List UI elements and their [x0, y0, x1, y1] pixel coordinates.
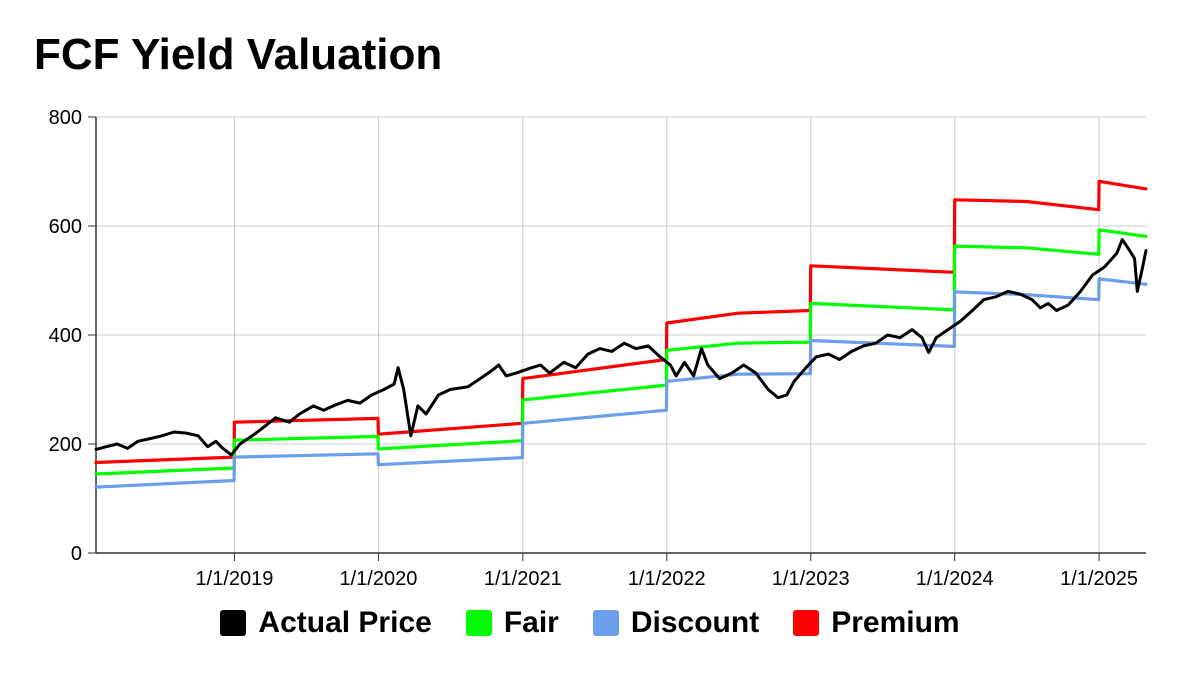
y-tick-label-400: 400	[49, 325, 82, 347]
y-tick-label-0: 0	[71, 543, 82, 565]
y-tick-label-200: 200	[49, 434, 82, 456]
legend-swatch-actual-price	[220, 610, 247, 636]
series-line-fair	[94, 228, 1148, 476]
x-tick-label-4: 1/1/2023	[772, 568, 850, 590]
legend: Actual Price Fair Discount Premium	[0, 606, 1180, 640]
y-tick-label-800: 800	[49, 107, 82, 129]
series-line-discount	[94, 277, 1148, 489]
x-tick-label-6: 1/1/2025	[1060, 568, 1138, 590]
legend-swatch-fair	[465, 610, 492, 636]
x-tick-label-0: 1/1/2019	[196, 568, 274, 590]
legend-swatch-discount	[592, 610, 619, 636]
x-tick-label-2: 1/1/2021	[484, 568, 562, 590]
tick-labels: 0 200 400 600 800 1/1/2019 1/1/2020 1/1/2021 1/1…	[49, 107, 1138, 590]
gridlines	[96, 116, 1146, 553]
legend-label-discount: Discount	[630, 606, 760, 639]
series-line-premium	[94, 179, 1148, 465]
legend-item-discount[interactable]: Discount	[592, 606, 760, 640]
series-lines	[94, 179, 1148, 489]
legend-item-actual-price[interactable]: Actual Price	[220, 606, 432, 640]
legend-item-fair[interactable]: Fair	[465, 606, 559, 640]
axes	[88, 116, 1146, 561]
legend-label-fair: Fair	[503, 606, 559, 639]
legend-label-premium: Premium	[831, 606, 960, 639]
legend-label-actual-price: Actual Price	[258, 606, 432, 639]
series-line-actual-price	[94, 238, 1148, 457]
x-tick-label-1: 1/1/2020	[339, 568, 417, 590]
chart-title: FCF Yield Valuation	[34, 30, 443, 79]
x-tick-label-5: 1/1/2024	[916, 568, 994, 590]
x-tick-label-3: 1/1/2022	[628, 568, 706, 590]
y-tick-label-600: 600	[49, 216, 82, 238]
legend-item-premium[interactable]: Premium	[793, 606, 960, 640]
legend-swatch-premium	[793, 610, 820, 636]
